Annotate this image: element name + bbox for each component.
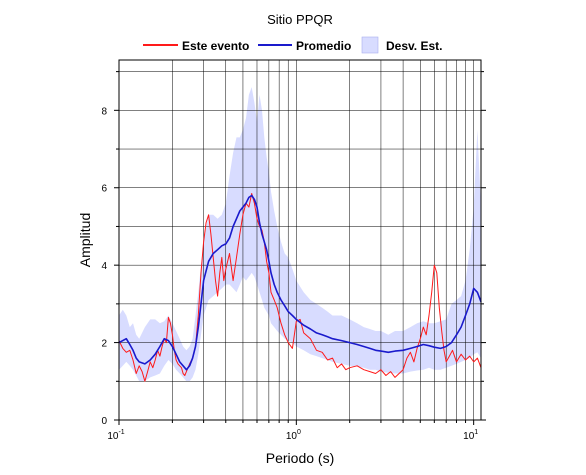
legend-swatch-desv-est bbox=[361, 36, 379, 54]
chart-title: Sitio PPQR bbox=[267, 12, 333, 27]
plot-area: 0 2 4 6 8 10-1 100 101 bbox=[101, 59, 486, 442]
plot-frame bbox=[118, 59, 482, 421]
std-dev-band bbox=[119, 87, 481, 382]
legend: Este evento Promedio Desv. Est. bbox=[143, 36, 442, 54]
series-line-promedio bbox=[118, 194, 482, 371]
x-axis-label: Periodo (s) bbox=[266, 450, 334, 466]
legend-label-promedio: Promedio bbox=[296, 39, 351, 53]
y-tick-label: 6 bbox=[101, 184, 107, 195]
y-tick-label: 0 bbox=[101, 416, 107, 427]
x-tick-label: 10-1 bbox=[107, 429, 124, 442]
x-tick-label: 101 bbox=[463, 429, 478, 442]
y-tick-label: 8 bbox=[101, 106, 107, 117]
x-tick-label: 100 bbox=[286, 429, 301, 442]
series-line-este-evento bbox=[118, 193, 482, 382]
y-tick-label: 2 bbox=[101, 339, 107, 350]
y-tick-label: 4 bbox=[101, 261, 107, 272]
y-axis-label: Amplitud bbox=[77, 213, 93, 267]
legend-label-desv-est: Desv. Est. bbox=[386, 39, 442, 53]
legend-label-este-evento: Este evento bbox=[182, 39, 249, 53]
